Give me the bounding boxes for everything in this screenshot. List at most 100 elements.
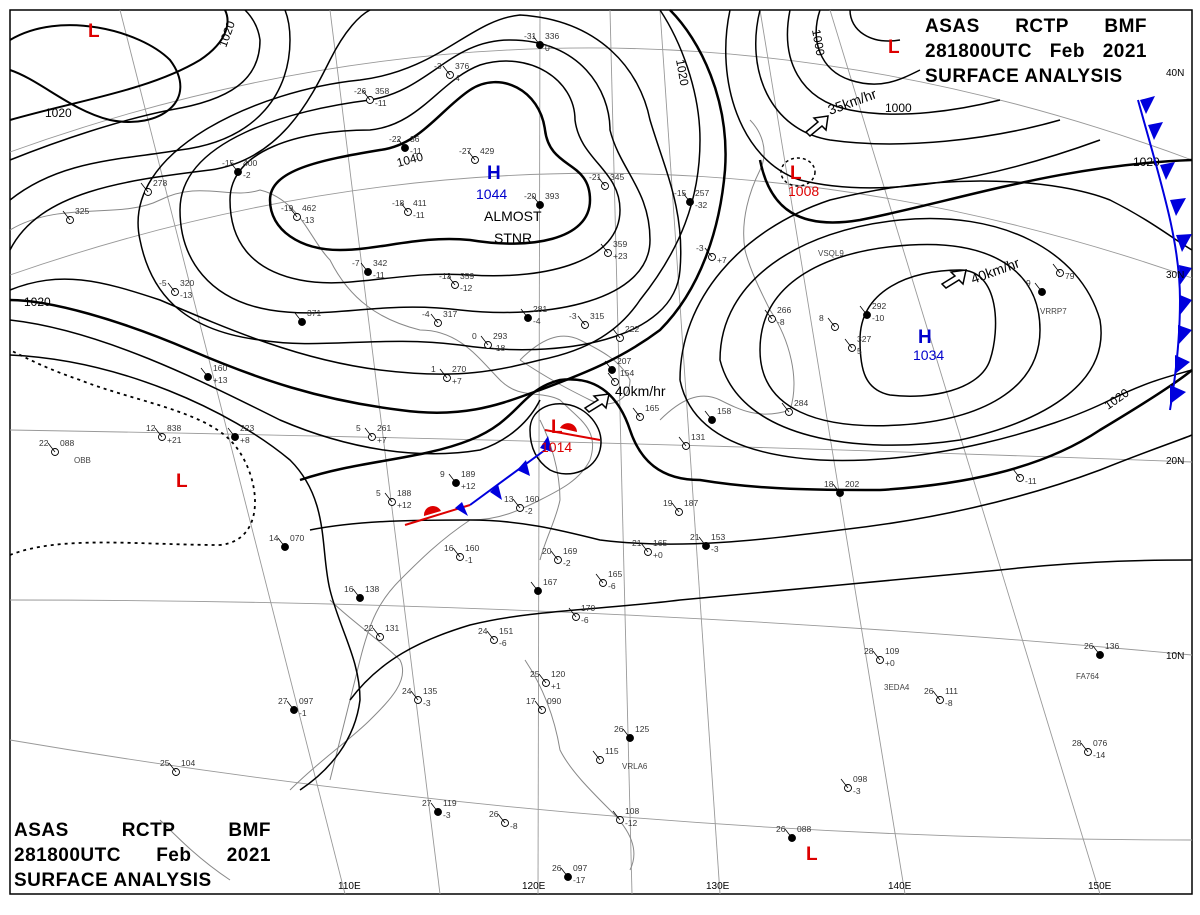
station-pressure: 315 bbox=[590, 311, 604, 321]
station-plot: -27 429 bbox=[459, 146, 494, 164]
station-plot: 28 109 +0 bbox=[864, 646, 899, 668]
station-pressure: 278 bbox=[153, 178, 167, 188]
ship-code: VSQL9 bbox=[818, 249, 844, 258]
station-tendency: +0 bbox=[885, 658, 895, 668]
station-pressure: 342 bbox=[373, 258, 387, 268]
isobar-label: 1000 bbox=[885, 101, 912, 115]
station-temperature: -20 bbox=[524, 191, 537, 201]
station-pressure: 281 bbox=[533, 304, 547, 314]
station-plot: 79 bbox=[1052, 263, 1075, 281]
station-pressure: 170 bbox=[581, 603, 595, 613]
wind-barb-icon bbox=[452, 547, 461, 558]
station-tendency: 4 bbox=[455, 73, 460, 83]
isobar-1028 bbox=[137, 14, 682, 351]
station-plot: 18 202 bbox=[824, 479, 859, 497]
station-plot: 207 bbox=[604, 356, 631, 374]
station-plot: 28 076 -14 bbox=[1072, 738, 1107, 760]
wind-barb-icon bbox=[497, 813, 506, 824]
station-tendency: -4 bbox=[533, 316, 541, 326]
header-time: 281800UTC bbox=[925, 41, 1032, 62]
station-pressure: 160 bbox=[465, 543, 479, 553]
isobar-1012-low bbox=[529, 403, 602, 475]
borneo-coast bbox=[159, 819, 231, 881]
wind-barb-icon bbox=[682, 192, 691, 203]
station-tendency: -11 bbox=[410, 146, 422, 156]
station-pressure: 158 bbox=[717, 406, 731, 416]
wind-barb-icon bbox=[622, 728, 631, 739]
wind-barb-icon bbox=[400, 202, 409, 213]
station-tendency: -8 bbox=[945, 698, 953, 708]
high-letter: H bbox=[487, 163, 501, 184]
station-pressure: 266 bbox=[777, 305, 791, 315]
station-plot: -31 336 0 bbox=[524, 31, 559, 53]
station-temperature: 14 bbox=[269, 533, 279, 543]
station-temperature: -15 bbox=[222, 158, 235, 168]
cold-front-tooth bbox=[517, 460, 530, 476]
station-pressure: 115 bbox=[605, 746, 619, 756]
wind-barb-icon bbox=[592, 750, 601, 761]
station-plot: 24 151 -6 bbox=[478, 626, 513, 648]
wind-barb-icon bbox=[530, 581, 539, 592]
isobar-1040 bbox=[268, 80, 592, 252]
station-temperature: 27 bbox=[278, 696, 288, 706]
motion-arrow-icon bbox=[583, 393, 610, 413]
station-plot: 22 088 bbox=[39, 438, 74, 456]
station-pressure: 160 bbox=[525, 494, 539, 504]
isobar-label: 1020 bbox=[45, 106, 72, 120]
station-temperature: 5 bbox=[356, 423, 361, 433]
cold-front-tooth bbox=[1160, 162, 1175, 180]
station-tendency: -13 bbox=[302, 215, 315, 225]
china-coast bbox=[9, 189, 594, 781]
wind-barb-icon bbox=[430, 802, 439, 813]
low-letter: L bbox=[176, 471, 188, 492]
wind-barb-icon bbox=[167, 282, 176, 293]
station-tendency: -32 bbox=[695, 200, 708, 210]
station-pressure: 076 bbox=[1093, 738, 1107, 748]
station-pressure: 088 bbox=[797, 824, 811, 834]
station-temperature: 9 bbox=[440, 469, 445, 479]
station-temperature: 20 bbox=[542, 546, 552, 556]
station-temperature: 1 bbox=[431, 364, 436, 374]
isobars bbox=[9, 9, 1193, 791]
station-temperature: 12 bbox=[146, 423, 156, 433]
parallel-10n bbox=[9, 599, 1193, 656]
wind-barb-icon bbox=[360, 262, 369, 273]
station-tendency: +21 bbox=[167, 435, 182, 445]
wind-barb-icon bbox=[384, 492, 393, 503]
low-value: 1008 bbox=[788, 183, 819, 199]
graticule bbox=[9, 9, 1193, 895]
longitude-label: 150E bbox=[1088, 881, 1112, 892]
station-plot: 371 bbox=[294, 308, 321, 326]
station-plot: -18 411 -11 bbox=[392, 198, 427, 220]
station-tendency: -13 bbox=[180, 290, 193, 300]
station-plot: 16 138 bbox=[344, 584, 379, 602]
wind-barb-icon bbox=[872, 650, 881, 661]
station-plot: -13 359 -12 bbox=[439, 271, 474, 293]
wind-barb-icon bbox=[430, 313, 439, 324]
station-pressure: 090 bbox=[547, 696, 561, 706]
station-plot: 26 088 bbox=[776, 824, 811, 842]
header-product-code: BMF bbox=[1104, 16, 1147, 37]
station-temperature: 26 bbox=[1084, 641, 1094, 651]
wind-barb-icon bbox=[568, 607, 577, 618]
station-pressure: 189 bbox=[461, 469, 475, 479]
wind-barb-icon bbox=[372, 627, 381, 638]
wind-barb-icon bbox=[286, 700, 295, 711]
station-pressure: 202 bbox=[845, 479, 859, 489]
header-line-2: 281800UTC Feb 2021 bbox=[14, 843, 271, 868]
station-tendency: -3 bbox=[711, 544, 719, 554]
station-pressure: 36 bbox=[410, 134, 420, 144]
header-title: SURFACE ANALYSIS bbox=[14, 870, 212, 891]
station-temperature: 22 bbox=[39, 438, 49, 448]
wind-barb-icon bbox=[277, 537, 286, 548]
wind-barb-icon bbox=[532, 195, 541, 206]
station-temperature: 21 bbox=[632, 538, 642, 548]
motion-arrow-icon bbox=[940, 269, 967, 289]
station-pressure: 838 bbox=[167, 423, 181, 433]
wind-barb-icon bbox=[534, 700, 543, 711]
station-plot: 154 bbox=[607, 368, 634, 386]
station-tendency: 5 bbox=[857, 346, 862, 356]
station-plot: 0 293 -18 bbox=[472, 331, 507, 353]
high-center-pacific: H 1034 bbox=[913, 327, 944, 363]
